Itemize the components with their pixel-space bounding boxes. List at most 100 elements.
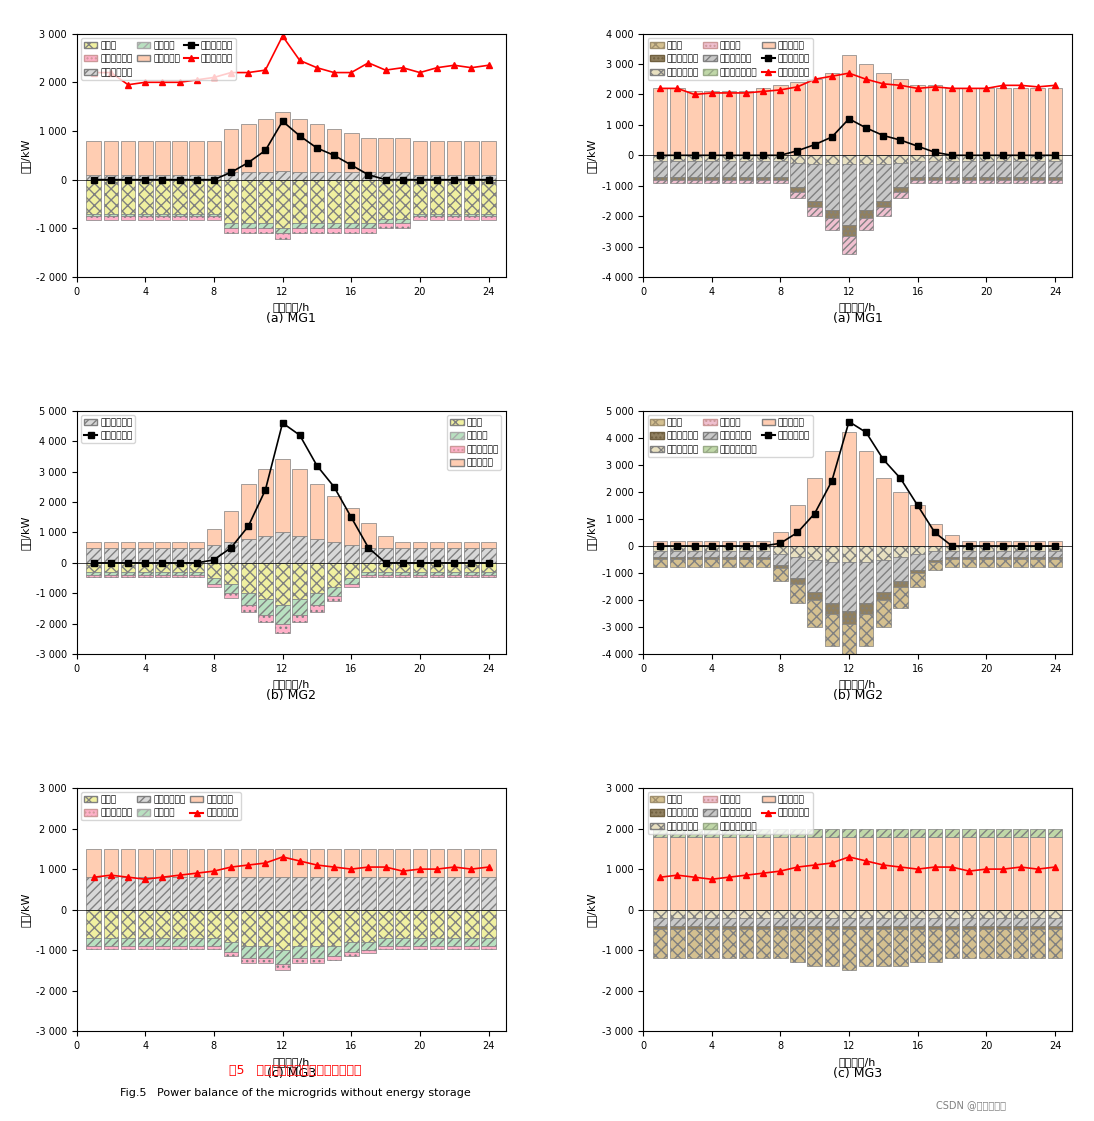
Bar <box>859 828 873 836</box>
Bar <box>722 540 736 546</box>
Bar <box>276 878 290 909</box>
Bar <box>258 179 272 223</box>
Bar <box>310 179 324 223</box>
Bar <box>138 575 152 577</box>
Bar <box>310 173 324 179</box>
Bar <box>207 141 221 175</box>
风电最大出力 <box>430 61 443 74</box>
风电最大出力 <box>722 86 735 100</box>
Bar <box>155 946 170 949</box>
光伏最大出力 <box>224 166 237 179</box>
Bar <box>979 177 993 179</box>
Bar <box>807 926 822 929</box>
Bar <box>276 623 290 633</box>
Bar <box>928 828 942 836</box>
Bar <box>104 548 118 563</box>
Bar <box>241 849 256 878</box>
Bar <box>481 849 496 878</box>
Bar <box>790 156 805 163</box>
Bar <box>876 836 891 909</box>
光伏最大出力 <box>155 173 168 186</box>
Bar <box>722 918 736 926</box>
Bar <box>292 179 307 223</box>
Bar <box>790 828 805 836</box>
Bar <box>258 229 272 233</box>
Bar <box>86 179 101 214</box>
X-axis label: 调度时段/h: 调度时段/h <box>839 1057 876 1066</box>
光伏最大出力 <box>842 112 856 126</box>
Bar <box>1013 926 1028 929</box>
Bar <box>653 179 667 183</box>
Bar <box>379 173 393 179</box>
Bar <box>361 909 375 942</box>
Bar <box>344 179 359 223</box>
Bar <box>945 156 959 161</box>
Bar <box>910 179 924 183</box>
Bar <box>241 563 256 593</box>
Bar <box>825 836 839 909</box>
Bar <box>670 559 685 567</box>
Bar <box>344 508 359 545</box>
Bar <box>705 926 719 929</box>
Bar <box>705 559 719 567</box>
Bar <box>705 156 719 161</box>
Bar <box>910 926 924 929</box>
Bar <box>1013 161 1028 177</box>
Bar <box>412 572 427 575</box>
Bar <box>138 179 152 214</box>
Bar <box>189 563 203 572</box>
Bar <box>86 141 101 175</box>
Bar <box>189 575 203 577</box>
Bar <box>945 918 959 926</box>
Bar <box>86 878 101 909</box>
Bar <box>756 546 770 552</box>
Bar <box>481 214 496 216</box>
Bar <box>310 878 324 909</box>
Bar <box>292 958 307 963</box>
Bar <box>172 214 187 216</box>
Bar <box>207 946 221 949</box>
Bar <box>172 179 187 214</box>
Bar <box>738 177 754 179</box>
Bar <box>258 173 272 179</box>
Bar <box>224 541 238 563</box>
Bar <box>687 179 701 183</box>
Y-axis label: 功率/kW: 功率/kW <box>586 892 596 927</box>
Bar <box>241 958 256 963</box>
光伏最大出力 <box>139 173 152 186</box>
Bar <box>1013 559 1028 567</box>
Bar <box>258 469 272 536</box>
Bar <box>224 129 238 173</box>
Bar <box>790 836 805 909</box>
Bar <box>928 156 942 161</box>
光伏最大出力 <box>980 149 993 163</box>
Bar <box>395 575 410 577</box>
Bar <box>447 548 462 563</box>
Bar <box>292 614 307 622</box>
光伏最大出力 <box>653 149 666 163</box>
Bar <box>224 593 238 597</box>
Bar <box>138 878 152 909</box>
Bar <box>447 849 462 878</box>
Bar <box>807 546 822 559</box>
Bar <box>276 229 290 233</box>
Bar <box>653 177 667 179</box>
Bar <box>412 175 427 179</box>
光伏最大出力 <box>242 156 255 169</box>
Bar <box>807 600 822 627</box>
Bar <box>773 918 788 926</box>
Bar <box>876 600 891 627</box>
Bar <box>790 546 805 557</box>
Bar <box>807 559 822 592</box>
Bar <box>1031 89 1045 156</box>
光伏最大出力 <box>293 129 306 142</box>
Bar <box>361 173 375 179</box>
Bar <box>258 536 272 563</box>
Bar <box>670 179 685 183</box>
Bar <box>738 179 754 183</box>
Bar <box>104 216 118 220</box>
Bar <box>395 878 410 909</box>
Bar <box>825 563 839 603</box>
Bar <box>756 177 770 179</box>
Bar <box>1031 557 1045 559</box>
